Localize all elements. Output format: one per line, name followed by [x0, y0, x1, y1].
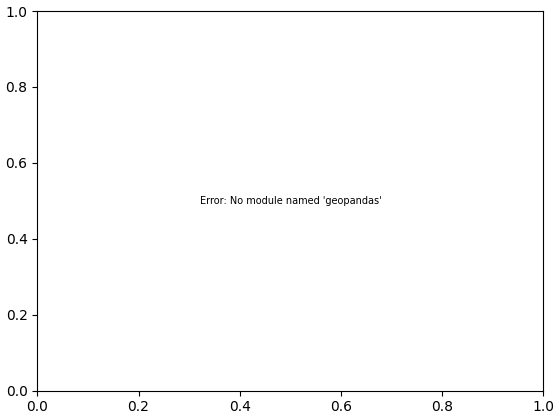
Text: Error: No module named 'geopandas': Error: No module named 'geopandas' — [199, 196, 381, 206]
